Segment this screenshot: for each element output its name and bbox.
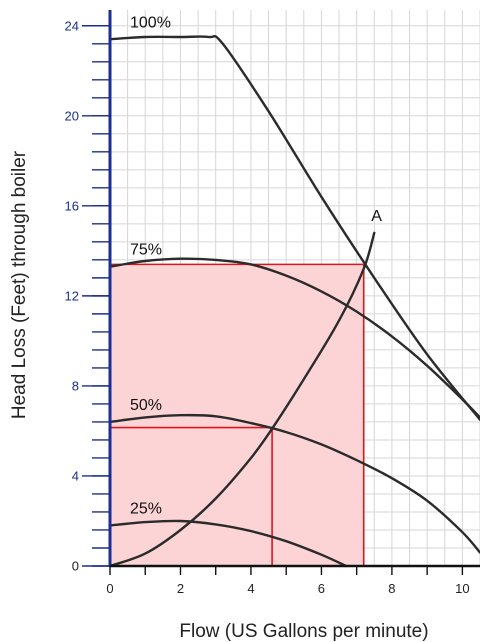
series-line-50 — [108, 413, 480, 554]
y-tick-label: 24 — [65, 18, 79, 33]
x-axis-title: Flow (US Gallons per minute) — [179, 621, 428, 642]
highlight-line-outer — [110, 263, 365, 566]
y-tick-label: 0 — [72, 559, 79, 574]
label-layer: 100% 75% 50% 25% A — [130, 14, 382, 517]
y-tick-label: 12 — [65, 288, 79, 303]
y-tick-label: 20 — [65, 108, 79, 123]
x-tick-label: 4 — [247, 581, 254, 596]
series-label-75: 75% — [130, 242, 162, 259]
series-line-a — [108, 231, 376, 568]
highlight-layer — [110, 263, 365, 566]
y-tick-label: 8 — [72, 378, 79, 393]
series-label-100: 100% — [130, 14, 171, 31]
x-tick-label: 6 — [318, 581, 325, 596]
y-tick-label: 4 — [72, 468, 79, 483]
series-label-25: 25% — [130, 500, 162, 517]
series-line-25 — [108, 519, 348, 568]
x-tick-label: 0 — [106, 581, 113, 596]
y-axis-title: Head Loss (Feet) through boiler — [9, 150, 30, 419]
x-tick-label: 8 — [388, 581, 395, 596]
x-tick-label: 10 — [455, 581, 469, 596]
series-line-100 — [108, 34, 480, 421]
curve-layer — [108, 34, 480, 568]
x-tick-label: 2 — [177, 581, 184, 596]
y-tick-label: 16 — [65, 198, 79, 213]
series-label-a: A — [371, 208, 382, 225]
series-line-75 — [108, 257, 480, 419]
highlight-region-outer — [110, 264, 364, 566]
series-label-50: 50% — [130, 397, 162, 414]
